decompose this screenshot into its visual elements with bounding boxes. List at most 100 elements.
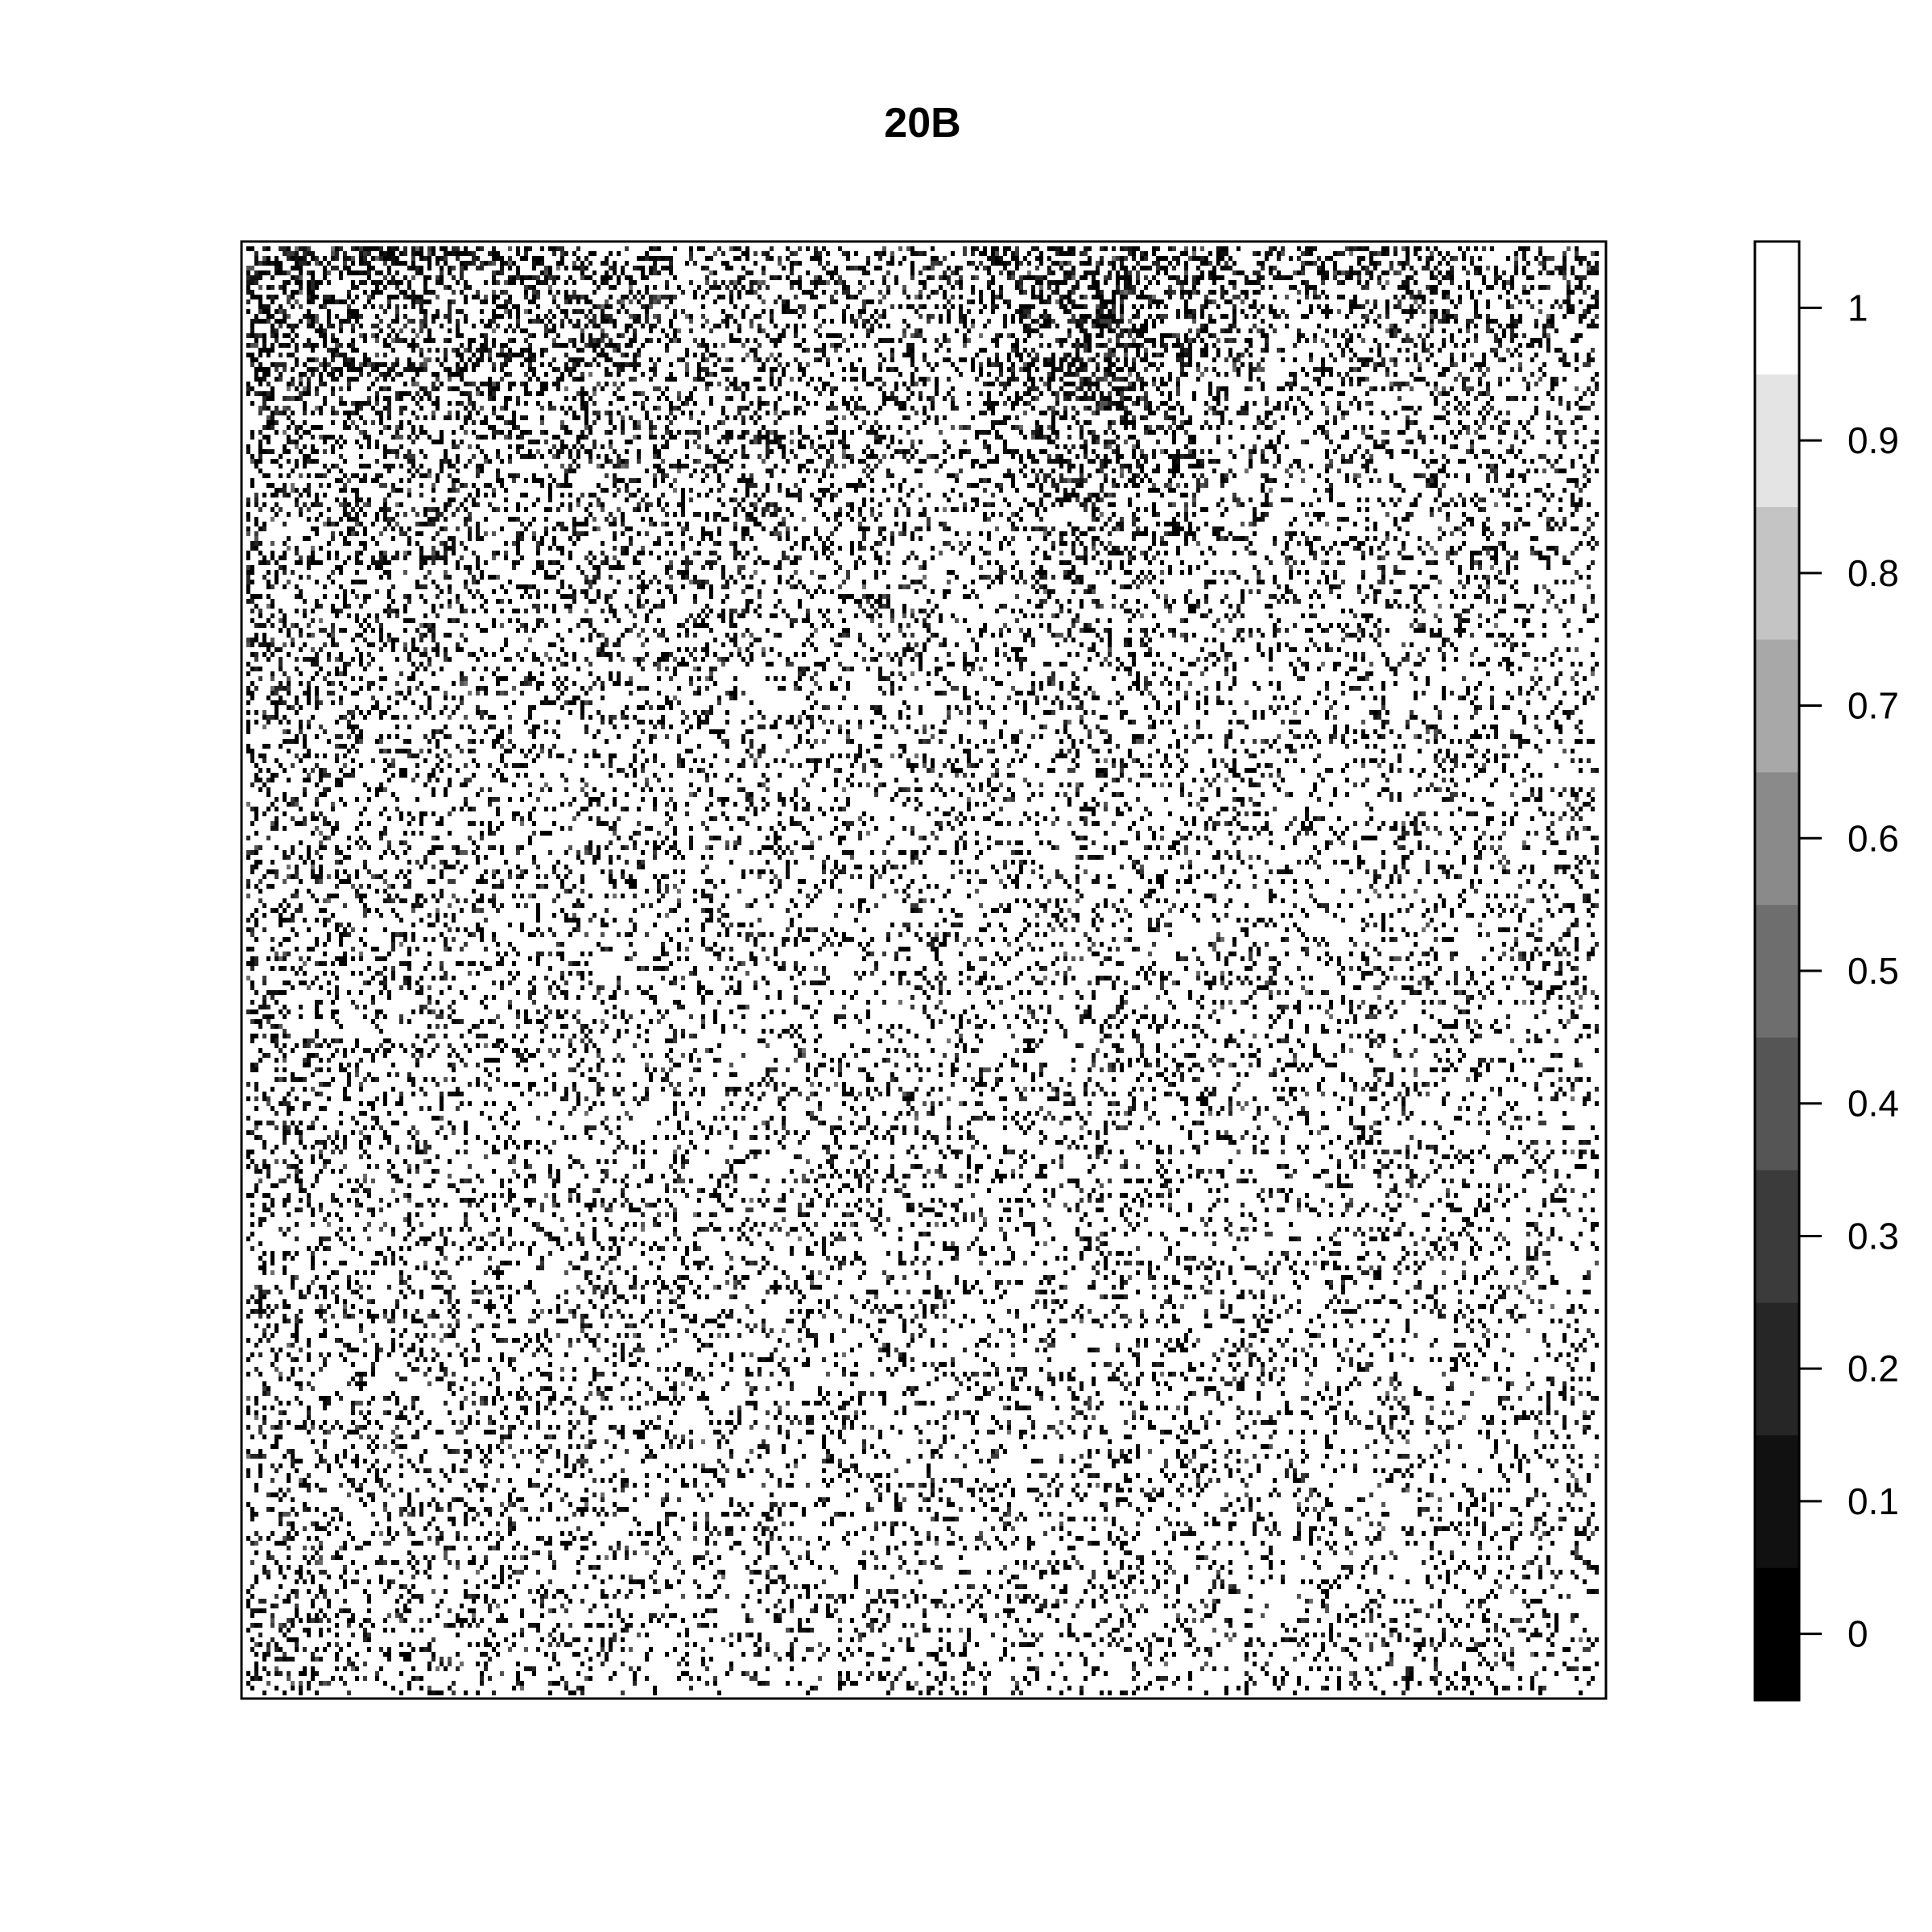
heatmap-cell xyxy=(1301,314,1305,319)
heatmap-cell xyxy=(532,299,536,304)
heatmap-cell xyxy=(411,275,415,280)
heatmap-cell xyxy=(1486,266,1490,270)
heatmap-cell xyxy=(774,338,778,343)
heatmap-cell xyxy=(1434,266,1438,270)
heatmap-cell xyxy=(814,348,818,353)
heatmap-cell xyxy=(947,309,951,314)
heatmap-cell xyxy=(1337,251,1341,256)
heatmap-cell xyxy=(685,261,689,266)
heatmap-cell xyxy=(1055,261,1059,266)
heatmap-cell xyxy=(1450,338,1454,343)
heatmap-cell xyxy=(1096,319,1100,324)
heatmap-cell xyxy=(1220,295,1224,299)
heatmap-cell xyxy=(770,353,774,357)
heatmap-cell xyxy=(822,343,826,348)
heatmap-cell xyxy=(1558,348,1563,353)
heatmap-cell xyxy=(456,319,460,324)
heatmap-cell xyxy=(890,338,894,343)
heatmap-cell xyxy=(1438,270,1442,275)
heatmap-cell xyxy=(1522,266,1526,270)
heatmap-cell xyxy=(1059,261,1063,266)
heatmap-cell xyxy=(991,338,995,343)
heatmap-cell xyxy=(307,285,311,290)
heatmap-cell xyxy=(1092,295,1096,299)
heatmap-cell xyxy=(1253,251,1257,256)
heatmap-cell xyxy=(617,348,621,353)
heatmap-cell xyxy=(834,266,838,270)
heatmap-cell xyxy=(524,251,528,256)
heatmap-cell xyxy=(1152,251,1156,256)
heatmap-cell xyxy=(1220,314,1224,319)
heatmap-cell xyxy=(391,251,395,256)
heatmap-cell xyxy=(842,338,846,343)
heatmap-cell xyxy=(983,266,987,270)
heatmap-cell xyxy=(991,295,995,299)
heatmap-cell xyxy=(1108,338,1112,343)
heatmap-cell xyxy=(367,246,371,251)
heatmap-cell xyxy=(1188,328,1192,333)
heatmap-cell xyxy=(641,275,645,280)
heatmap-cell xyxy=(991,290,995,295)
heatmap-cell xyxy=(1430,256,1434,261)
heatmap-cell xyxy=(1438,280,1442,285)
heatmap-cell xyxy=(355,246,359,251)
heatmap-cell xyxy=(919,314,923,319)
heatmap-cell xyxy=(1293,343,1297,348)
heatmap-cell xyxy=(1297,299,1301,304)
heatmap-cell xyxy=(295,324,299,328)
heatmap-cell xyxy=(1249,328,1253,333)
heatmap-cell xyxy=(1204,261,1208,266)
heatmap-cell xyxy=(303,261,307,266)
heatmap-cell xyxy=(1454,314,1458,319)
heatmap-cell xyxy=(572,309,576,314)
heatmap-cell xyxy=(303,256,307,261)
heatmap-cell xyxy=(480,261,484,266)
heatmap-cell xyxy=(1446,251,1450,256)
heatmap-cell xyxy=(1353,304,1357,309)
heatmap-cell xyxy=(387,304,391,309)
heatmap-cell xyxy=(943,290,947,295)
heatmap-cell xyxy=(1410,275,1414,280)
heatmap-cell xyxy=(794,261,798,266)
heatmap-cell xyxy=(536,275,540,280)
heatmap-cell xyxy=(1200,324,1204,328)
heatmap-cell xyxy=(1538,285,1542,290)
heatmap-cell xyxy=(814,285,818,290)
heatmap-cell xyxy=(1317,256,1321,261)
heatmap-cell xyxy=(592,251,597,256)
heatmap-cell xyxy=(572,343,576,348)
heatmap-cell xyxy=(1422,266,1426,270)
heatmap-cell xyxy=(1418,333,1422,338)
heatmap-cell xyxy=(1510,275,1514,280)
heatmap-cell xyxy=(1216,261,1220,266)
heatmap-cell xyxy=(419,270,423,275)
heatmap-cell xyxy=(951,285,955,290)
heatmap-cell xyxy=(1116,256,1120,261)
heatmap-cell xyxy=(701,353,705,357)
heatmap-cell xyxy=(250,275,254,280)
heatmap-cell xyxy=(488,251,492,256)
heatmap-cell xyxy=(1136,246,1140,251)
heatmap-cell xyxy=(1023,275,1027,280)
heatmap-cell xyxy=(359,256,363,261)
heatmap-cell xyxy=(452,251,456,256)
heatmap-cell xyxy=(1027,309,1031,314)
heatmap-cell xyxy=(661,295,665,299)
heatmap-cell xyxy=(1144,328,1148,333)
heatmap-cell xyxy=(1112,348,1116,353)
heatmap-cell xyxy=(1345,246,1349,251)
heatmap-cell xyxy=(323,270,327,275)
heatmap-cell xyxy=(444,353,448,357)
heatmap-cell xyxy=(943,270,947,275)
heatmap-cell xyxy=(568,319,572,324)
heatmap-cell xyxy=(725,324,729,328)
heatmap-cell xyxy=(1071,343,1075,348)
heatmap-cell xyxy=(1136,328,1140,333)
heatmap-cell xyxy=(391,338,395,343)
heatmap-cell xyxy=(1579,285,1583,290)
heatmap-cell xyxy=(1156,270,1160,275)
heatmap-cell xyxy=(1365,299,1369,304)
heatmap-cell xyxy=(778,333,782,338)
heatmap-cell xyxy=(520,280,524,285)
heatmap-cell xyxy=(460,275,464,280)
